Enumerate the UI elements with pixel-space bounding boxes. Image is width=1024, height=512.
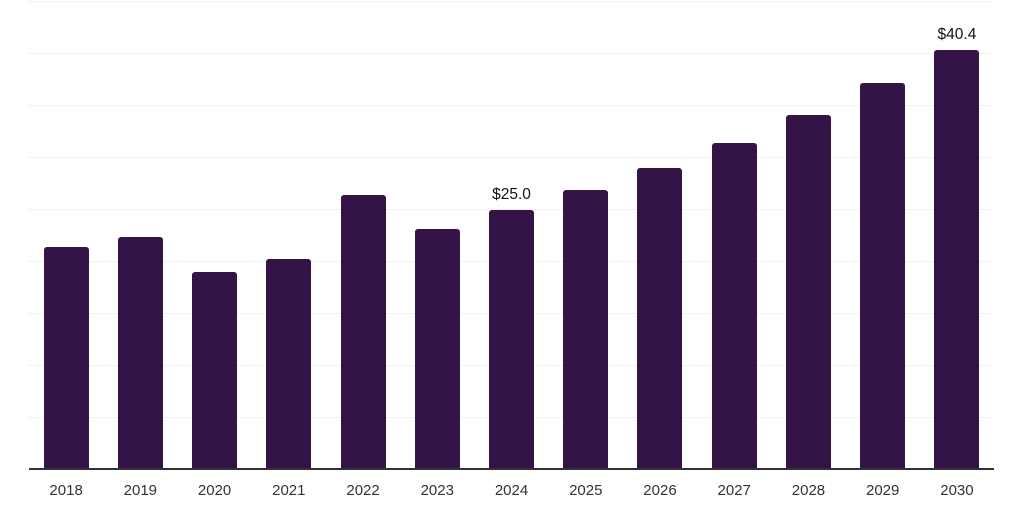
x-tick-label-2028: 2028: [791, 482, 826, 499]
bar-value-label-2024: $25.0: [492, 186, 531, 203]
x-tick-label-2021: 2021: [272, 482, 306, 499]
x-axis-labels: 2018 2019 2020 2021 2022 2023 2024 2025 2026 2027…: [29, 482, 994, 499]
x-tick-label-2023: 2023: [420, 482, 454, 499]
x-tick-label-2029: 2029: [866, 482, 900, 499]
bar-2022: [340, 195, 386, 470]
bar-group-2024: $25.0: [474, 0, 548, 470]
bar-2027: [711, 143, 757, 470]
bar-2026: [637, 168, 683, 470]
bar-group-2023: [400, 0, 474, 470]
bar-value-label-2030: $40.4: [937, 25, 977, 43]
x-tick-label-2026: 2026: [643, 482, 677, 499]
x-tick-label-2018: 2018: [49, 482, 83, 499]
bar-group-2020: [177, 0, 251, 470]
plot-area: $25.0 $40.4: [29, 0, 994, 470]
bar-2019: [117, 237, 163, 470]
bar-group-2022: [326, 0, 400, 470]
bar-2028: [785, 115, 831, 470]
x-tick-label-2030: 2030: [940, 482, 974, 499]
gridline-35: [29, 105, 994, 106]
gridline-25: [29, 209, 994, 210]
bar-group-2030: $40.4: [920, 0, 994, 470]
bar-group-2018: [29, 0, 103, 470]
bars-container: $25.0 $40.4: [29, 0, 994, 470]
bar-2030: [934, 49, 980, 470]
bar-group-2025: [549, 0, 623, 470]
bar-2024: [489, 210, 535, 470]
bar-2020: [192, 272, 238, 470]
x-tick-label-2019: 2019: [123, 482, 158, 499]
gridline-30: [29, 157, 994, 158]
bar-2018: [43, 247, 89, 470]
gridline-45: [29, 1, 994, 2]
bar-2029: [860, 83, 906, 470]
x-tick-label-2027: 2027: [717, 482, 751, 499]
bar-group-2027: [697, 0, 771, 470]
gridline-40: [29, 53, 994, 54]
x-tick-label-2022: 2022: [346, 482, 380, 499]
x-tick-label-2024: 2024: [494, 482, 529, 499]
bar-group-2021: [252, 0, 326, 470]
bar-2021: [266, 258, 312, 470]
bar-2025: [563, 190, 609, 470]
x-axis-line: [29, 468, 994, 470]
bar-group-2028: [771, 0, 845, 470]
bar-group-2026: [623, 0, 697, 470]
bar-group-2029: [846, 0, 920, 470]
bar-2023: [414, 228, 460, 470]
x-tick-label-2025: 2025: [569, 482, 603, 499]
x-tick-label-2020: 2020: [197, 482, 232, 499]
bar-group-2019: [103, 0, 177, 470]
